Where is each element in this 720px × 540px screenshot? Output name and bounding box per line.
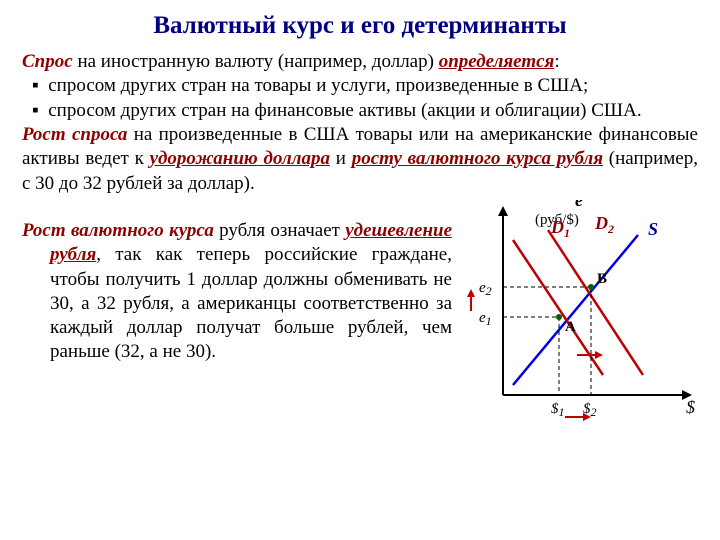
bullet-2: спросом других стран на финансовые актив… xyxy=(48,100,641,121)
svg-text:$: $ xyxy=(686,397,695,417)
t-p2b: и xyxy=(330,148,352,169)
t-udor: удорожанию доллара xyxy=(150,148,330,169)
t-p1a: на иностранную валюту (например, доллар) xyxy=(73,51,439,72)
t-p3b: , так как теперь российские граждане, чт… xyxy=(50,244,452,362)
svg-text:е1: е1 xyxy=(479,310,492,328)
t-rost-val: Рост валютного курса xyxy=(22,220,214,241)
bullet-1-sym: ▪ xyxy=(32,75,39,96)
t-rost-sprosa: Рост спроса xyxy=(22,124,127,145)
chart: е(руб/$)SD1D2АВе1е2$1$2$ xyxy=(458,200,698,435)
bullet-1: спросом других стран на товары и услуги,… xyxy=(48,75,588,96)
t-p3a: рубля означает xyxy=(214,220,345,241)
svg-text:$1: $1 xyxy=(551,401,565,419)
lower-text: Рост валютного курса рубля означает удеш… xyxy=(22,200,458,435)
t-p1b: : xyxy=(554,51,559,72)
t-rost-kursa: росту валютного курса рубля xyxy=(352,148,603,169)
slide-title: Валютный курс и его детерминанты xyxy=(22,12,698,40)
t-spros: Спрос xyxy=(22,51,73,72)
svg-text:D2: D2 xyxy=(594,213,614,236)
svg-text:А: А xyxy=(565,319,576,335)
svg-text:е2: е2 xyxy=(479,280,492,298)
svg-text:В: В xyxy=(597,271,607,287)
bullet-2-sym: ▪ xyxy=(32,100,39,121)
body-text: Спрос на иностранную валюту (например, д… xyxy=(22,50,698,196)
svg-text:S: S xyxy=(648,219,658,239)
t-opred: определяется xyxy=(439,51,555,72)
svg-text:е: е xyxy=(575,200,583,210)
